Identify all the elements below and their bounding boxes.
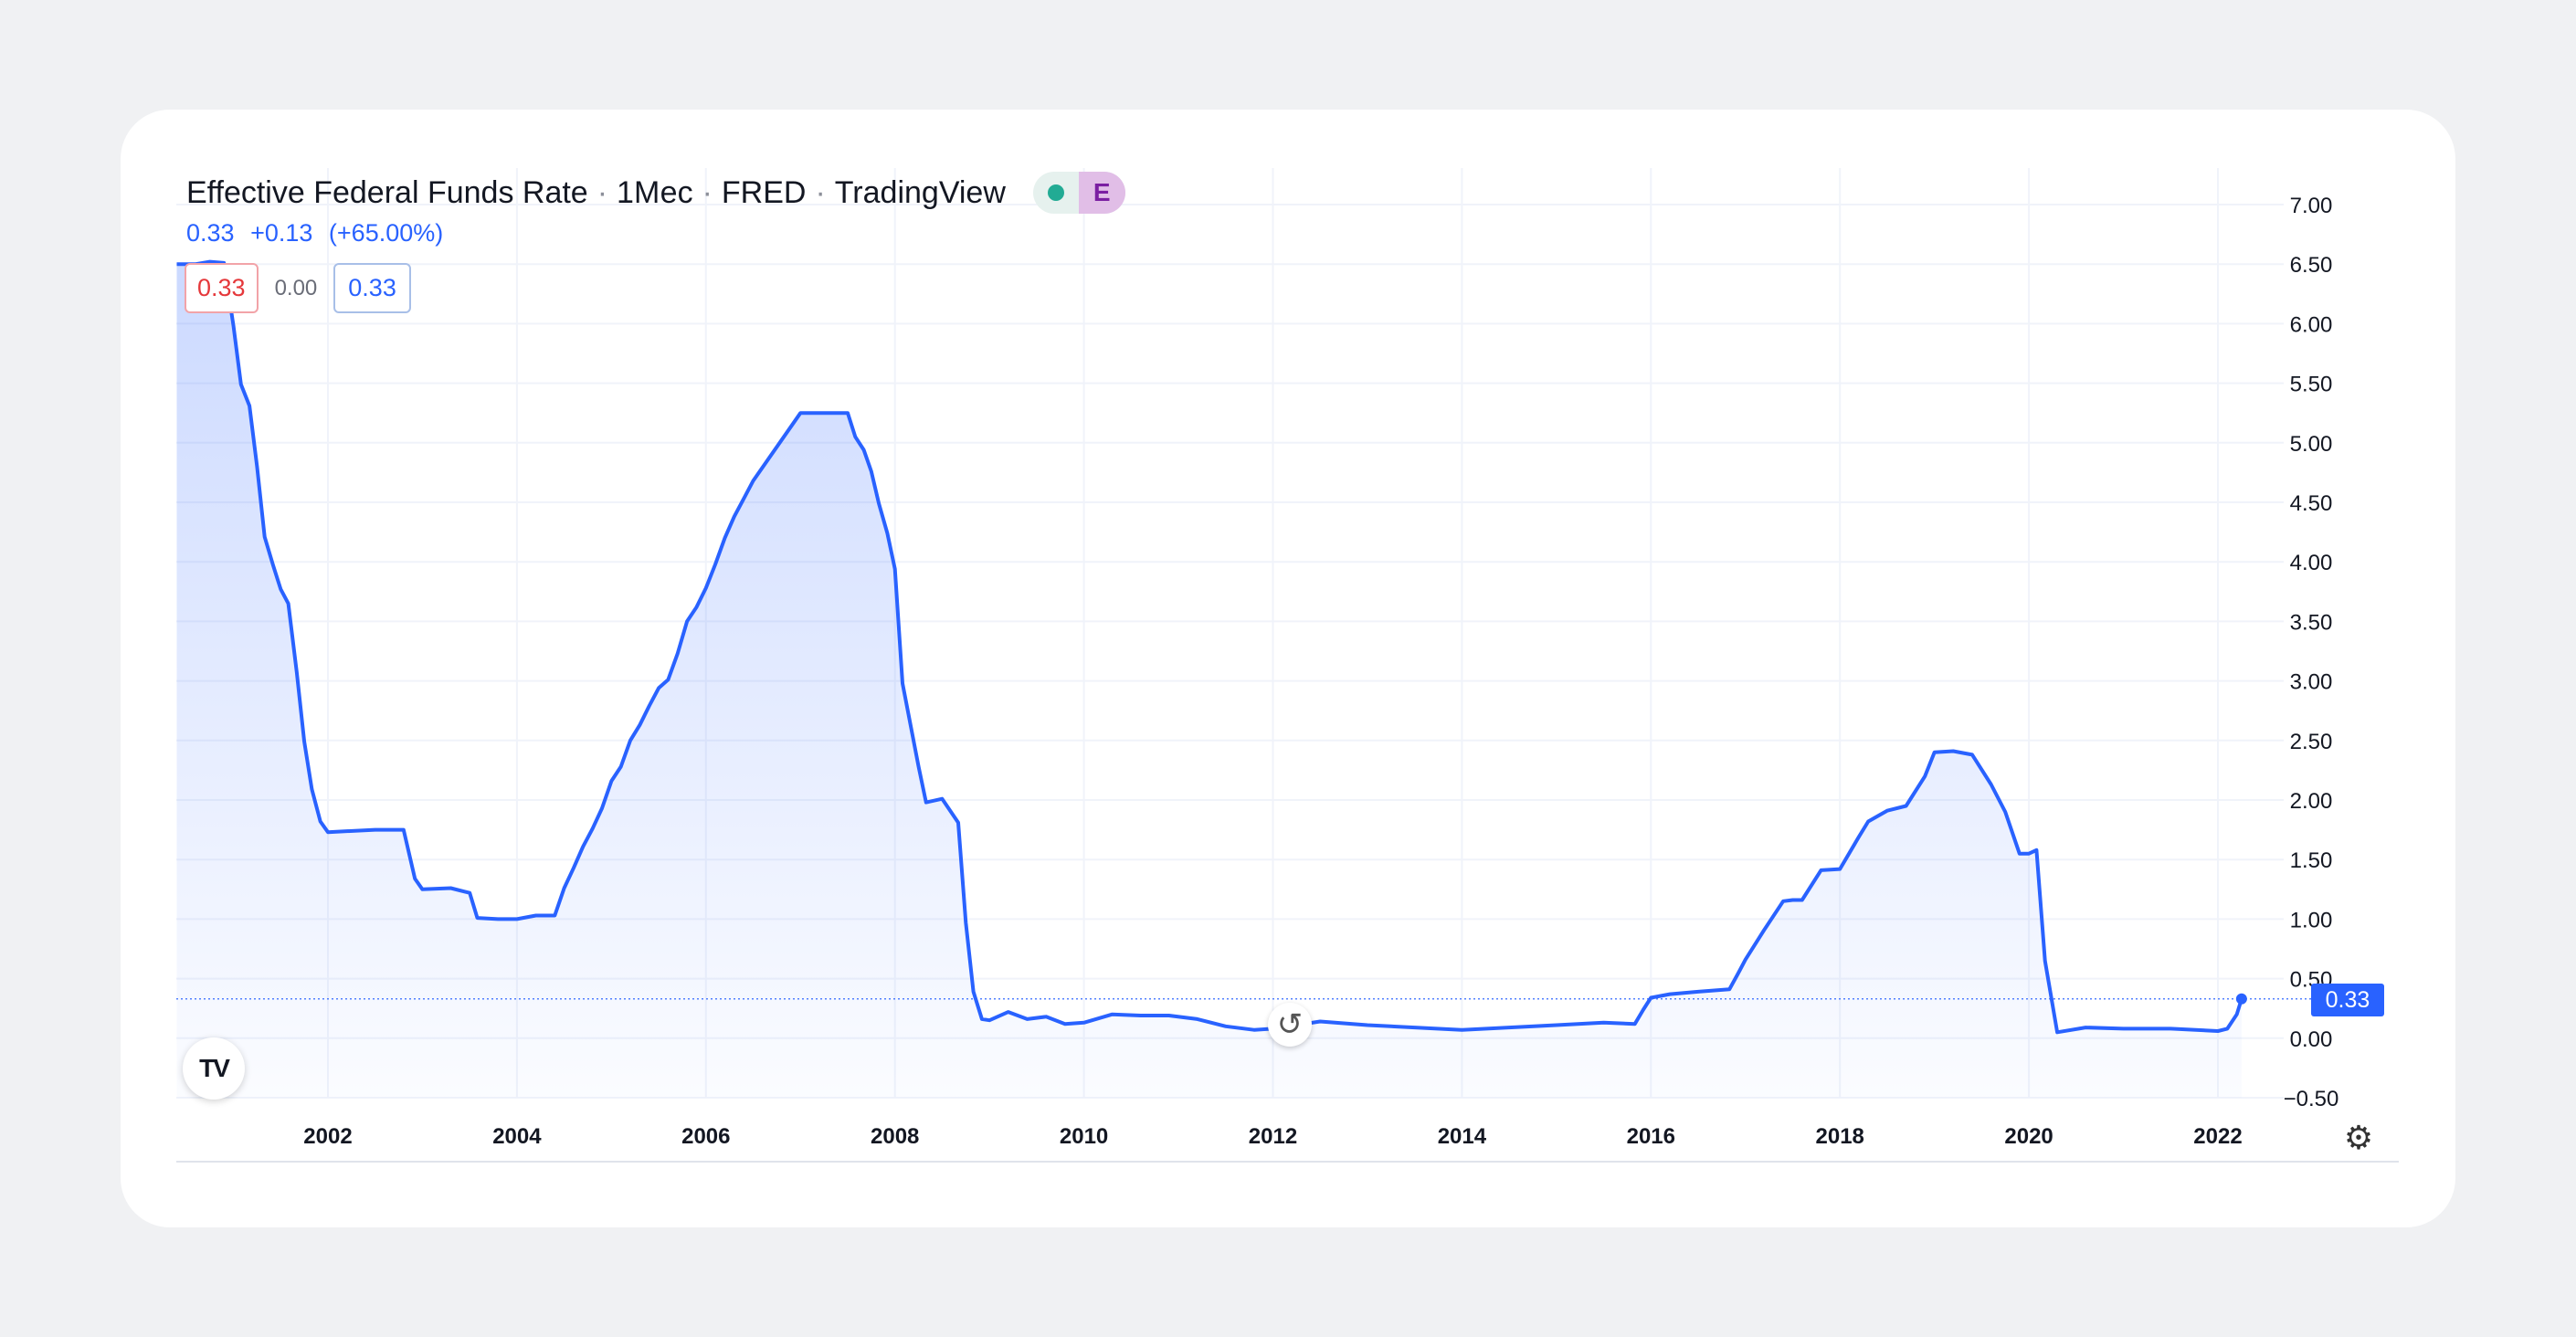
platform-label: TradingView [834, 174, 1006, 210]
settings-gear-icon[interactable]: ⚙ [2343, 1119, 2374, 1156]
x-tick-label: 2008 [871, 1124, 919, 1149]
y-tick-label: 3.50 [2290, 610, 2333, 635]
source-label: FRED [721, 174, 807, 210]
y-tick-label: −0.50 [2284, 1087, 2339, 1111]
y-tick-label: 2.50 [2290, 730, 2333, 754]
y-tick-label: 5.00 [2290, 432, 2333, 457]
market-status-icon[interactable] [1033, 172, 1079, 214]
separator-dot: · [815, 174, 826, 210]
series-area-fill [176, 261, 2242, 1099]
change-abs: +0.13 [250, 219, 313, 247]
change-pct: (+65.00%) [328, 219, 444, 247]
spread-value: 0.00 [274, 275, 318, 300]
tradingview-logo-icon[interactable]: TV [183, 1037, 245, 1100]
series-line[interactable] [176, 259, 2243, 1035]
x-tick-label: 2018 [1816, 1124, 1864, 1149]
status-badges[interactable]: E [1032, 172, 1125, 214]
interval-label[interactable]: 1Мес [617, 174, 693, 210]
chart-legend-title[interactable]: Effective Federal Funds Rate · 1Мес · FR… [186, 170, 1125, 216]
y-tick-label: 0.00 [2290, 1027, 2333, 1052]
y-tick-label: 5.50 [2290, 373, 2333, 397]
symbol-name[interactable]: Effective Federal Funds Rate [186, 174, 588, 210]
separator-dot: · [702, 174, 713, 210]
y-tick-label: 2.00 [2290, 789, 2333, 814]
last-price-axis-tag: 0.33 [2311, 984, 2384, 1016]
reset-chart-icon[interactable]: ↺ [1268, 1003, 1312, 1047]
y-tick-label: 3.00 [2290, 670, 2333, 695]
y-tick-label: 4.00 [2290, 551, 2333, 575]
x-tick-label: 2016 [1627, 1124, 1675, 1149]
badge-e[interactable]: E [1078, 172, 1125, 214]
x-tick-label: 2010 [1060, 1124, 1108, 1149]
x-tick-label: 2012 [1249, 1124, 1297, 1149]
y-tick-label: 6.00 [2290, 312, 2333, 337]
price-change-row: 0.33 +0.13 (+65.00%) [186, 219, 452, 247]
x-tick-label: 2004 [492, 1124, 542, 1149]
y-tick-label: 7.00 [2290, 194, 2333, 218]
x-tick-label: 2006 [681, 1124, 730, 1149]
x-tick-label: 2002 [303, 1124, 352, 1149]
buy-sell-row: 0.33 0.00 0.33 [185, 263, 411, 313]
y-tick-label: 1.00 [2290, 908, 2333, 932]
x-tick-label: 2022 [2193, 1124, 2242, 1149]
last-value-point [2235, 993, 2247, 1005]
last-price: 0.33 [186, 219, 235, 247]
separator-dot: · [596, 174, 608, 210]
sell-button[interactable]: 0.33 [185, 263, 259, 313]
y-tick-label: 4.50 [2290, 491, 2333, 516]
y-tick-label: 6.50 [2290, 253, 2333, 278]
x-tick-label: 2020 [2004, 1124, 2053, 1149]
y-tick-label: 1.50 [2290, 848, 2333, 873]
buy-button[interactable]: 0.33 [333, 263, 411, 313]
x-tick-label: 2014 [1438, 1124, 1487, 1149]
